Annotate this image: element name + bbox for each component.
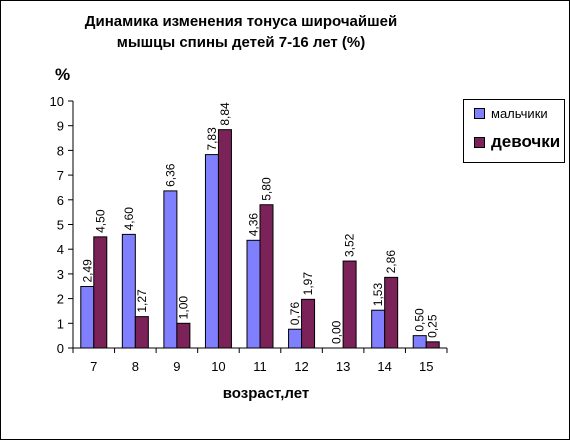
legend-swatch-girls [474,136,485,148]
y-tick-label: 7 [57,168,64,183]
bar-boys [371,309,386,349]
chart-title-line-2: мышцы спины детей 7-16 лет (%) [116,34,366,51]
x-tick-label: 9 [173,359,180,374]
x-axis-label: возраст,лет [222,385,310,402]
bar-boys [204,154,219,349]
data-label-girls: 4,50 [93,209,107,233]
bar-boys [288,328,303,349]
legend-label-boys: мальчики [491,106,548,121]
data-label-boys: 0,00 [330,320,344,344]
bar-girls [301,298,316,349]
y-tick-label: 2 [57,292,64,307]
legend-item-boys: мальчики [474,106,548,121]
y-tick-label: 3 [57,267,64,282]
data-label-boys: 6,36 [163,163,177,187]
bar-girls [259,204,274,349]
y-tick-label: 1 [57,316,64,331]
y-tick-label: 8 [57,143,64,158]
y-axis-label: % [55,65,71,84]
bar-boys [412,335,427,349]
bar-boys [163,190,178,349]
x-tick-label: 13 [336,359,350,374]
bar-girls [342,260,357,349]
data-label-boys: 4,60 [122,207,136,231]
y-tick-label: 9 [57,119,64,134]
legend-item-girls: девочки [474,132,560,152]
x-tick-label: 12 [294,359,308,374]
data-label-girls: 5,80 [260,177,274,201]
legend-label-girls: девочки [491,132,561,151]
data-label-boys: 0,50 [413,308,427,332]
data-label-girls: 2,86 [384,250,398,274]
y-tick-label: 5 [57,218,64,233]
data-label-girls: 1,00 [176,296,190,320]
bar-boys [121,233,136,349]
x-tick-label: 7 [90,359,97,374]
x-tick-label: 11 [253,359,267,374]
legend-swatch-boys [474,108,485,119]
y-tick-label: 10 [50,94,64,109]
data-label-girls: 1,27 [135,289,149,313]
chart-title-line-1: Динамика изменения тонуса широчайшей [84,13,398,30]
bar-girls [176,322,191,349]
legend: мальчики девочки [463,99,565,163]
bar-girls [425,341,440,349]
chart-title: Динамика изменения тонуса широчайшей мыш… [61,11,421,53]
bar-girls [384,276,399,349]
data-label-boys: 0,76 [288,302,302,326]
bar-girls [93,236,108,349]
bar-girls [134,316,149,349]
data-label-girls: 0,25 [426,314,440,338]
data-label-boys: 2,49 [80,259,94,283]
x-tick-label: 8 [132,359,139,374]
bar-boys [80,285,95,349]
data-label-boys: 1,53 [371,283,385,307]
y-tick-label: 0 [57,341,64,356]
y-tick-label: 6 [57,193,64,208]
x-tick-label: 10 [211,359,225,374]
x-tick-label: 14 [377,359,391,374]
y-tick-label: 4 [57,242,64,257]
bar-boys [246,239,261,349]
bar-girls [217,129,232,349]
x-tick-label: 15 [419,359,433,374]
data-label-girls: 8,84 [218,102,232,126]
data-label-boys: 7,83 [205,127,219,151]
data-label-girls: 3,52 [343,233,357,257]
data-label-girls: 1,97 [301,272,315,296]
data-label-boys: 4,36 [247,213,261,237]
